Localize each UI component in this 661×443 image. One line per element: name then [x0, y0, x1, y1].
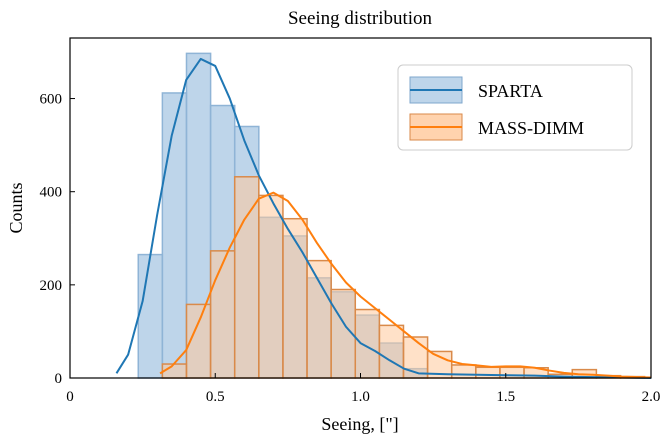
y-tick-label: 400: [40, 185, 63, 201]
y-tick-label: 200: [40, 278, 63, 294]
legend-label-mass-dimm: MASS-DIMM: [478, 118, 584, 138]
mass-dimm-kde-line: [159, 191, 652, 379]
y-tick-label: 0: [55, 371, 63, 387]
x-axis-ticks: 0 0.5 1.0 1.5 2.0: [66, 373, 660, 405]
mass-dimm-bar: [354, 308, 381, 379]
x-tick-label: 1.0: [351, 389, 370, 405]
legend-label-sparta: SPARTA: [478, 81, 543, 101]
x-tick-label: 1.5: [496, 389, 515, 405]
mass-dimm-bar: [258, 194, 284, 379]
chart-title: Seeing distribution: [288, 8, 433, 29]
kde-lines: [115, 57, 652, 379]
x-tick-label: 2.0: [642, 389, 661, 405]
mass-dimm-bar: [161, 363, 188, 379]
mass-dimm-bar: [306, 259, 332, 379]
y-axis-ticks: 0 200 400 600: [40, 92, 75, 387]
sparta-bar: [161, 92, 188, 379]
sparta-kde-line: [115, 57, 652, 379]
y-axis-label: Counts: [6, 182, 26, 233]
x-tick-label: 0.5: [206, 389, 225, 405]
mass-dimm-bars: [161, 176, 646, 379]
sparta-bar: [137, 253, 164, 379]
legend: SPARTA MASS-DIMM: [397, 64, 633, 151]
mass-dimm-bar: [450, 364, 477, 379]
y-tick-label: 600: [40, 92, 63, 108]
mass-dimm-bar: [209, 250, 236, 379]
mass-dimm-bar: [282, 217, 308, 379]
mass-dimm-bar: [402, 336, 429, 379]
x-tick-label: 0: [66, 389, 74, 405]
mass-dimm-bar: [475, 366, 501, 379]
mass-dimm-bar: [233, 176, 260, 379]
mass-dimm-bar: [378, 324, 405, 379]
x-axis-label: Seeing, ["]: [321, 414, 398, 434]
